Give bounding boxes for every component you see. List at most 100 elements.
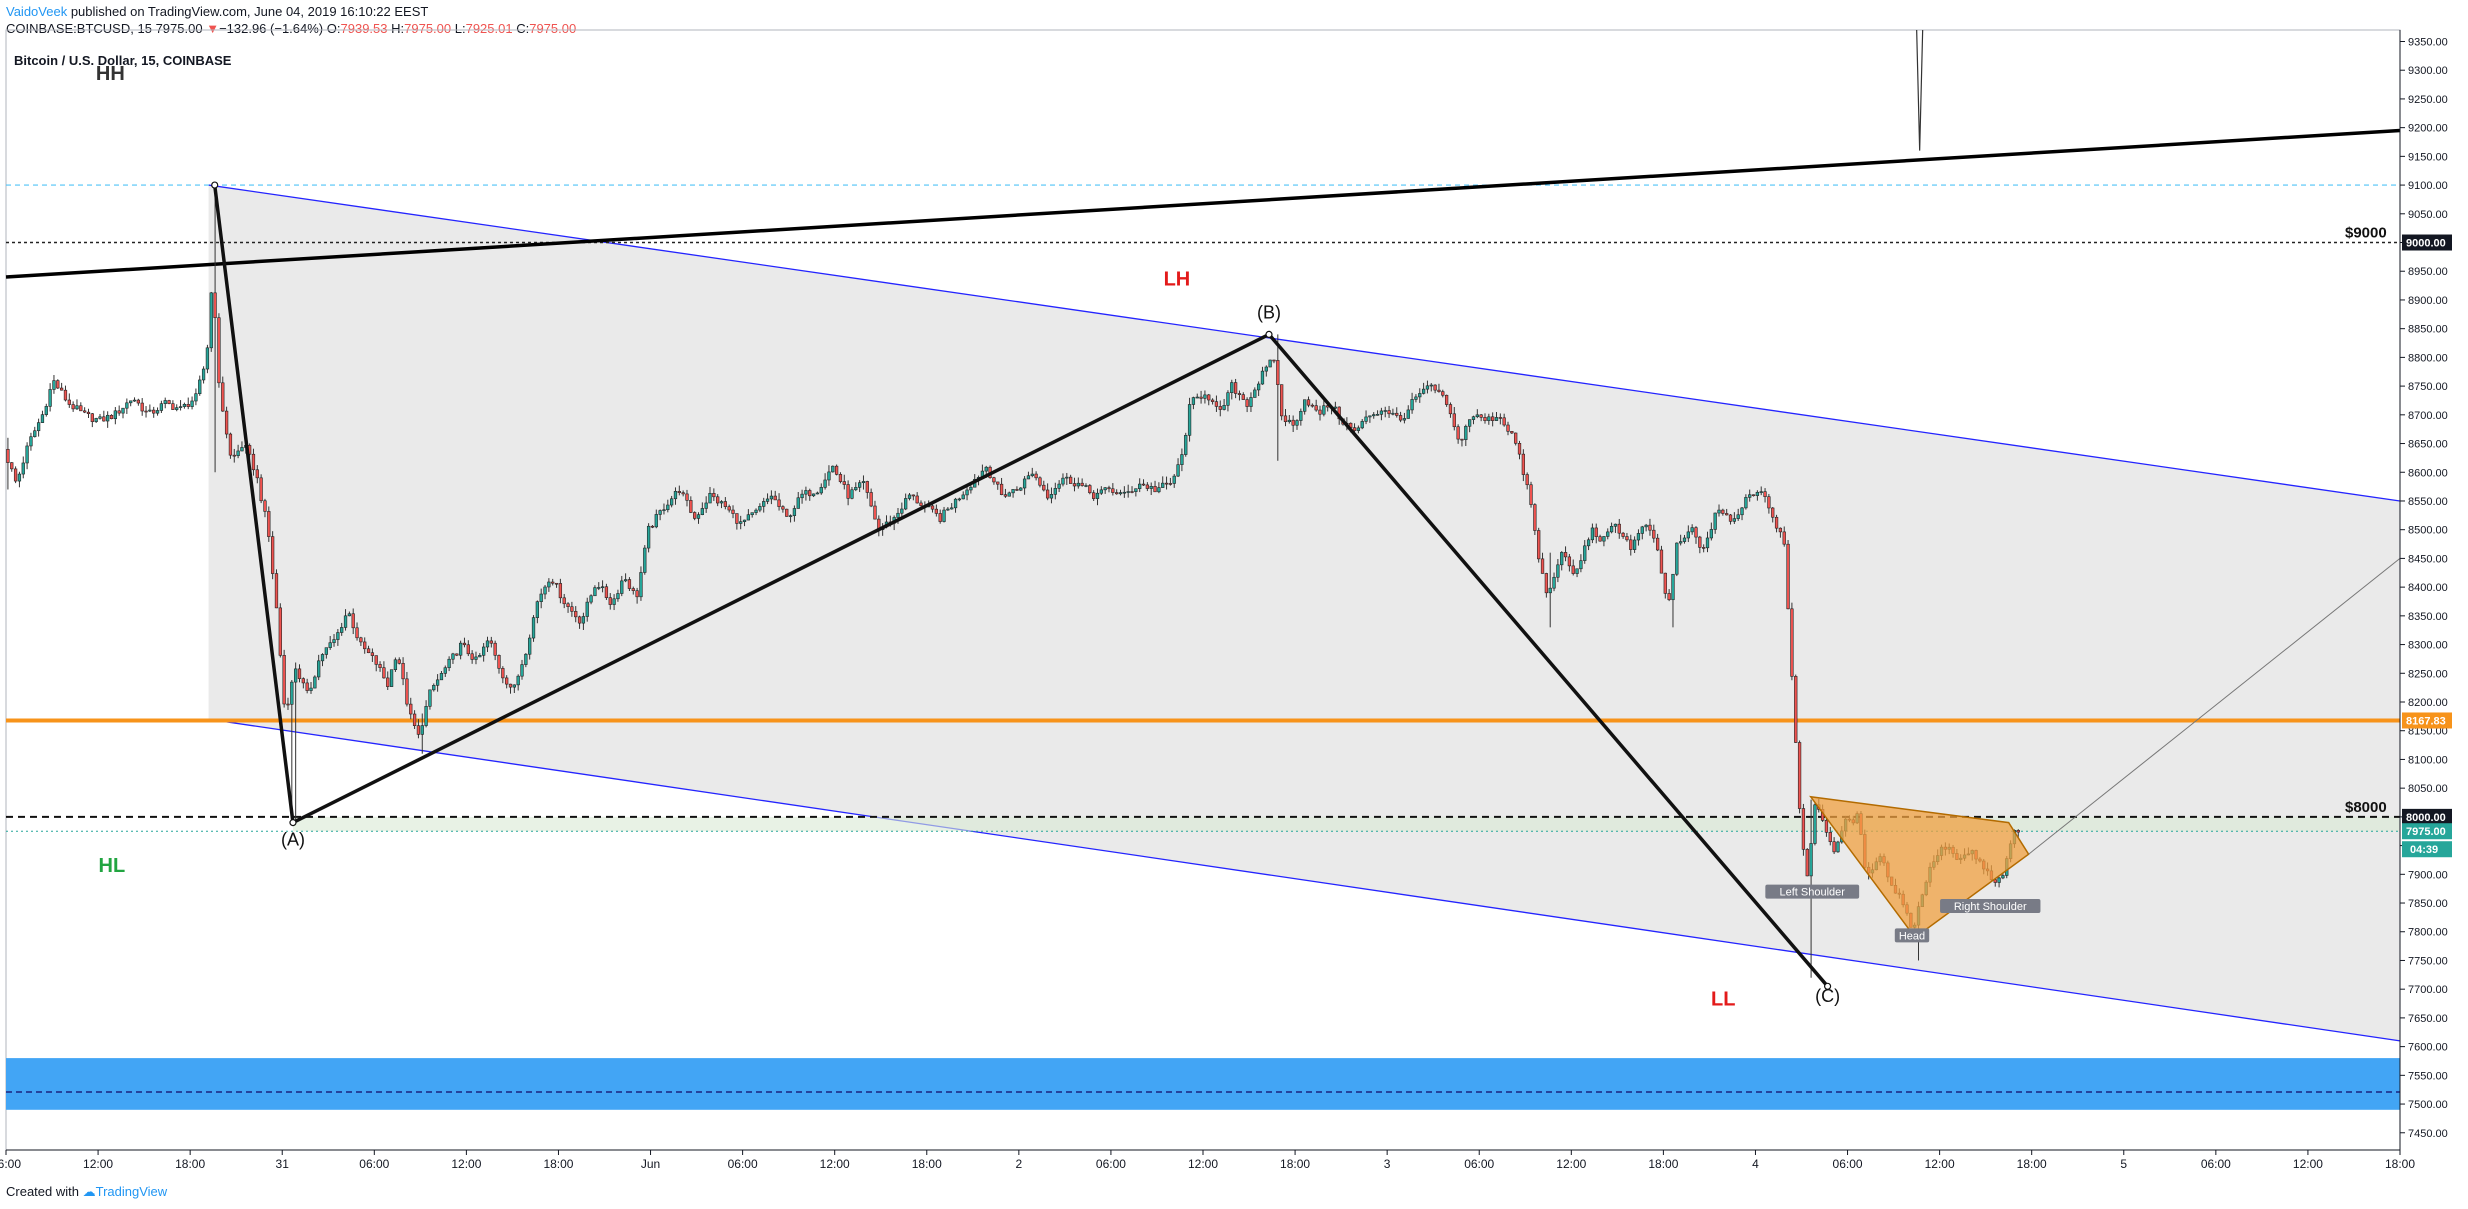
candle-body: [992, 477, 996, 483]
candle-body: [1579, 560, 1583, 570]
candle: [113, 407, 117, 425]
abc-point-2: [1265, 330, 1273, 339]
candle: [765, 493, 770, 505]
candle: [25, 442, 29, 470]
abc-point-3: [1823, 982, 1832, 990]
candle: [911, 494, 915, 501]
candle: [1187, 397, 1192, 442]
candle: [336, 629, 340, 646]
candle-body: [1801, 808, 1806, 850]
candle-body: [1210, 399, 1215, 402]
candle: [834, 464, 839, 476]
candle-body: [282, 655, 286, 705]
candle: [1276, 334, 1280, 461]
candle: [439, 670, 444, 681]
candle-body: [25, 445, 29, 464]
candle-body: [409, 703, 413, 715]
candle: [83, 407, 87, 414]
candle: [1736, 508, 1740, 521]
candle: [666, 499, 670, 513]
candle-body: [178, 406, 183, 408]
channel-lower-line: [208, 718, 2401, 1042]
candle-body: [493, 642, 497, 656]
candle: [6, 437, 10, 490]
candle: [501, 666, 505, 684]
candle-body: [1291, 419, 1295, 426]
candle-body: [1464, 425, 1468, 440]
candle-body: [654, 514, 658, 528]
candle: [1256, 381, 1261, 397]
candle-body: [1019, 487, 1023, 491]
candle: [1997, 876, 2001, 888]
candle-body: [1375, 414, 1380, 416]
time-tick-label: 18:00: [175, 1157, 205, 1171]
candle: [1993, 878, 1997, 887]
candle-body: [336, 632, 340, 640]
candle: [773, 490, 777, 501]
candle-body: [1314, 405, 1318, 411]
candle: [1045, 483, 1050, 501]
candle-body: [731, 509, 735, 514]
candle-body: [470, 653, 474, 660]
candle: [182, 402, 187, 409]
candle-body: [911, 494, 915, 497]
candle-body: [865, 481, 869, 493]
footer: Created with ☁TradingView: [6, 1184, 167, 1200]
candle-body: [996, 481, 1000, 485]
candle-body: [938, 513, 942, 522]
candle-body: [56, 380, 60, 389]
candle: [1728, 513, 1733, 525]
author-link[interactable]: VaidoVeek: [6, 4, 68, 19]
candle-body: [1774, 516, 1779, 529]
candle-body: [1126, 491, 1130, 493]
candle-body: [804, 490, 808, 495]
candle: [140, 398, 144, 416]
candle-body: [136, 399, 141, 404]
candle-body: [1728, 514, 1733, 522]
price-tick-label: 8150.00: [2408, 726, 2448, 738]
candle-body: [1556, 564, 1560, 578]
candle-body: [79, 405, 83, 412]
candle: [401, 657, 405, 686]
pattern-label: Left Shoulder: [1780, 887, 1846, 899]
time-tick-label: 4: [1752, 1157, 1759, 1171]
time-tick-label: 12:00: [451, 1157, 481, 1171]
candle: [620, 575, 624, 597]
candle: [355, 622, 359, 641]
candle: [992, 476, 996, 485]
candle: [953, 497, 958, 513]
candle-body: [942, 509, 946, 522]
candle: [75, 399, 79, 410]
candle-body: [71, 404, 75, 410]
candle: [1491, 412, 1495, 427]
candle: [1283, 408, 1288, 427]
candle: [1824, 817, 1829, 837]
candle: [1233, 378, 1238, 399]
price-tick-label: 8450.00: [2408, 553, 2448, 565]
candle-body: [274, 573, 279, 609]
candle-body: [370, 652, 375, 656]
candle-body: [297, 668, 302, 679]
candle: [946, 507, 950, 511]
tradingview-logo-icon[interactable]: ☁: [82, 1184, 96, 1199]
chart-title: Bitcoin / U.S. Dollar, 15, COINBASE: [14, 53, 232, 68]
time-tick-label: 18:00: [1648, 1157, 1678, 1171]
candle-body: [811, 493, 816, 497]
candle: [1671, 573, 1675, 628]
candle-body: [1026, 475, 1031, 480]
tradingview-link[interactable]: TradingView: [95, 1184, 168, 1199]
price-tick-label: 7450.00: [2408, 1128, 2448, 1140]
candle-body: [1778, 527, 1783, 533]
price-tag-bg: [2402, 808, 2452, 825]
candle-body: [1502, 417, 1506, 426]
candle: [616, 589, 620, 602]
candle: [508, 683, 513, 694]
ohlc-low-label: L:: [454, 21, 466, 36]
candle-body: [152, 409, 156, 414]
candle-body: [1763, 491, 1767, 497]
abc-point-0: [211, 181, 219, 189]
candle: [1744, 494, 1748, 510]
candle: [1533, 503, 1537, 535]
candle-body: [1253, 389, 1257, 398]
